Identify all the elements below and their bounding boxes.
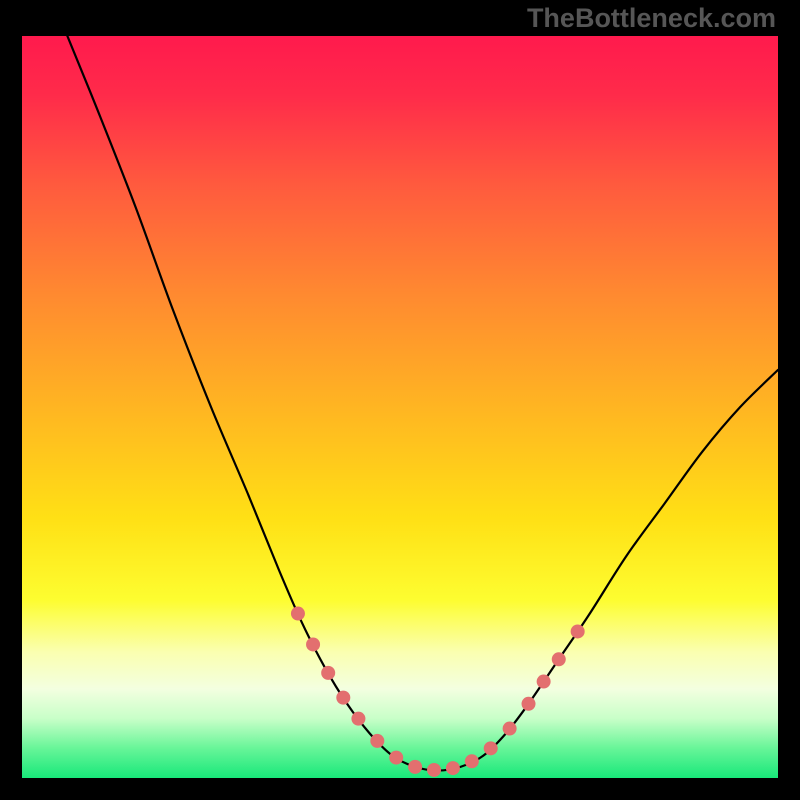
curve-marker [537, 675, 551, 689]
curve-marker [306, 637, 320, 651]
curve-marker [408, 760, 422, 774]
curve-marker [552, 652, 566, 666]
curve-marker [571, 624, 585, 638]
curve-marker [503, 722, 517, 736]
curve-marker [389, 751, 403, 765]
curve-marker [484, 741, 498, 755]
curve-marker [370, 734, 384, 748]
chart-svg [22, 36, 778, 778]
curve-marker [427, 763, 441, 777]
curve-marker [291, 607, 305, 621]
plot-area [22, 36, 778, 778]
curve-marker [336, 691, 350, 705]
watermark-text: TheBottleneck.com [527, 3, 776, 34]
curve-marker [446, 761, 460, 775]
chart-container: TheBottleneck.com [0, 0, 800, 800]
gradient-background [22, 36, 778, 778]
curve-marker [321, 666, 335, 680]
curve-marker [465, 754, 479, 768]
curve-marker [351, 712, 365, 726]
curve-marker [522, 697, 536, 711]
